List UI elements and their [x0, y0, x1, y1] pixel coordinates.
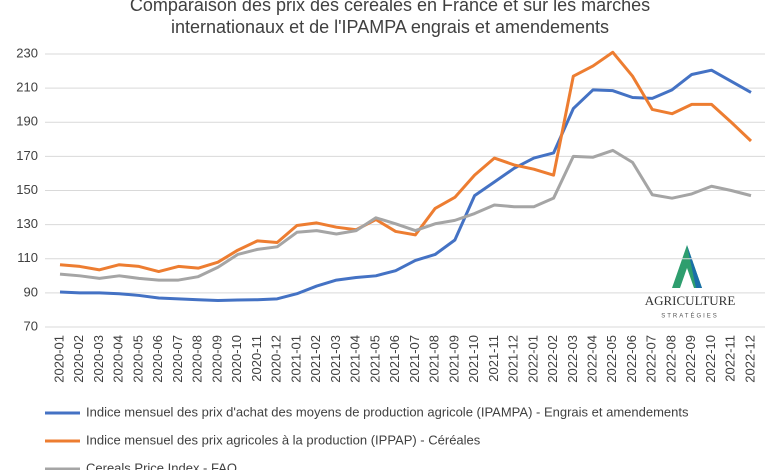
x-tick-label: 2020-02 [71, 335, 86, 383]
x-tick-label: 2020-12 [269, 335, 284, 383]
y-tick-label: 230 [16, 45, 38, 60]
line-series [59, 50, 753, 274]
chart-title: internationaux et de l'IPAMPA engrais et… [171, 17, 609, 37]
y-tick-label: 130 [16, 216, 38, 231]
legend-label: Indice mensuel des prix d'achat des moye… [86, 404, 689, 419]
logo-icon [687, 245, 702, 288]
x-tick-label: 2022-09 [683, 335, 698, 383]
legend-label: Cereals Price Index - FAO [86, 460, 237, 470]
x-tick-label: 2020-03 [91, 335, 106, 383]
x-tick-label: 2022-03 [565, 335, 580, 383]
logo-tagline: STRATÉGIES [661, 313, 719, 320]
x-tick-label: 2021-03 [328, 335, 343, 383]
y-tick-label: 170 [16, 148, 38, 163]
x-tick-label: 2020-05 [130, 335, 145, 383]
x-tick-label: 2020-06 [150, 335, 165, 383]
x-tick-label: 2022-12 [742, 335, 757, 383]
x-tick-label: 2021-09 [446, 335, 461, 383]
y-tick-label: 210 [16, 80, 38, 95]
x-tick-label: 2020-04 [111, 335, 126, 383]
x-tick-label: 2022-08 [663, 335, 678, 383]
x-tick-label: 2022-05 [604, 335, 619, 383]
x-tick-label: 2021-07 [407, 335, 422, 383]
x-tick-label: 2020-08 [190, 335, 205, 383]
x-tick-label: 2020-11 [249, 335, 264, 382]
x-tick-label: 2022-11 [723, 335, 738, 382]
x-tick-label: 2021-10 [466, 335, 481, 383]
x-tick-label: 2022-06 [624, 335, 639, 383]
chart-title: Comparaison des prix des céréales en Fra… [130, 0, 650, 15]
x-tick-label: 2020-10 [229, 335, 244, 383]
y-tick-label: 150 [16, 182, 38, 197]
x-tick-label: 2021-12 [506, 335, 521, 383]
x-tick-label: 2022-10 [703, 335, 718, 383]
x-tick-label: 2021-11 [486, 335, 501, 382]
x-tick-label: 2022-04 [584, 335, 599, 383]
legend-label: Indice mensuel des prix agricoles à la p… [86, 432, 481, 447]
x-tick-label: 2021-08 [427, 335, 442, 383]
y-tick-label: 190 [16, 114, 38, 129]
y-tick-label: 90 [24, 284, 38, 299]
x-tick-label: 2021-04 [348, 335, 363, 383]
y-tick-label: 110 [17, 250, 38, 265]
logo: AGRICULTURE STRATÉGIES [645, 245, 736, 320]
x-tick-label: 2022-01 [525, 335, 540, 383]
grid [45, 53, 765, 328]
x-tick-label: 2021-01 [288, 335, 303, 383]
x-tick-label: 2021-05 [367, 335, 382, 383]
y-tick-label: 70 [24, 318, 38, 333]
x-tick-label: 2022-02 [545, 335, 560, 383]
x-tick-label: 2020-09 [209, 335, 224, 383]
x-tick-label: 2021-02 [308, 335, 323, 383]
x-tick-label: 2020-01 [51, 335, 66, 383]
logo-name: AGRICULTURE [645, 293, 736, 308]
line-series [59, 68, 752, 303]
x-tick-label: 2020-07 [170, 335, 185, 383]
line-series [59, 148, 752, 282]
x-tick-label: 2021-06 [387, 335, 402, 383]
x-tick-label: 2022-07 [644, 335, 659, 383]
